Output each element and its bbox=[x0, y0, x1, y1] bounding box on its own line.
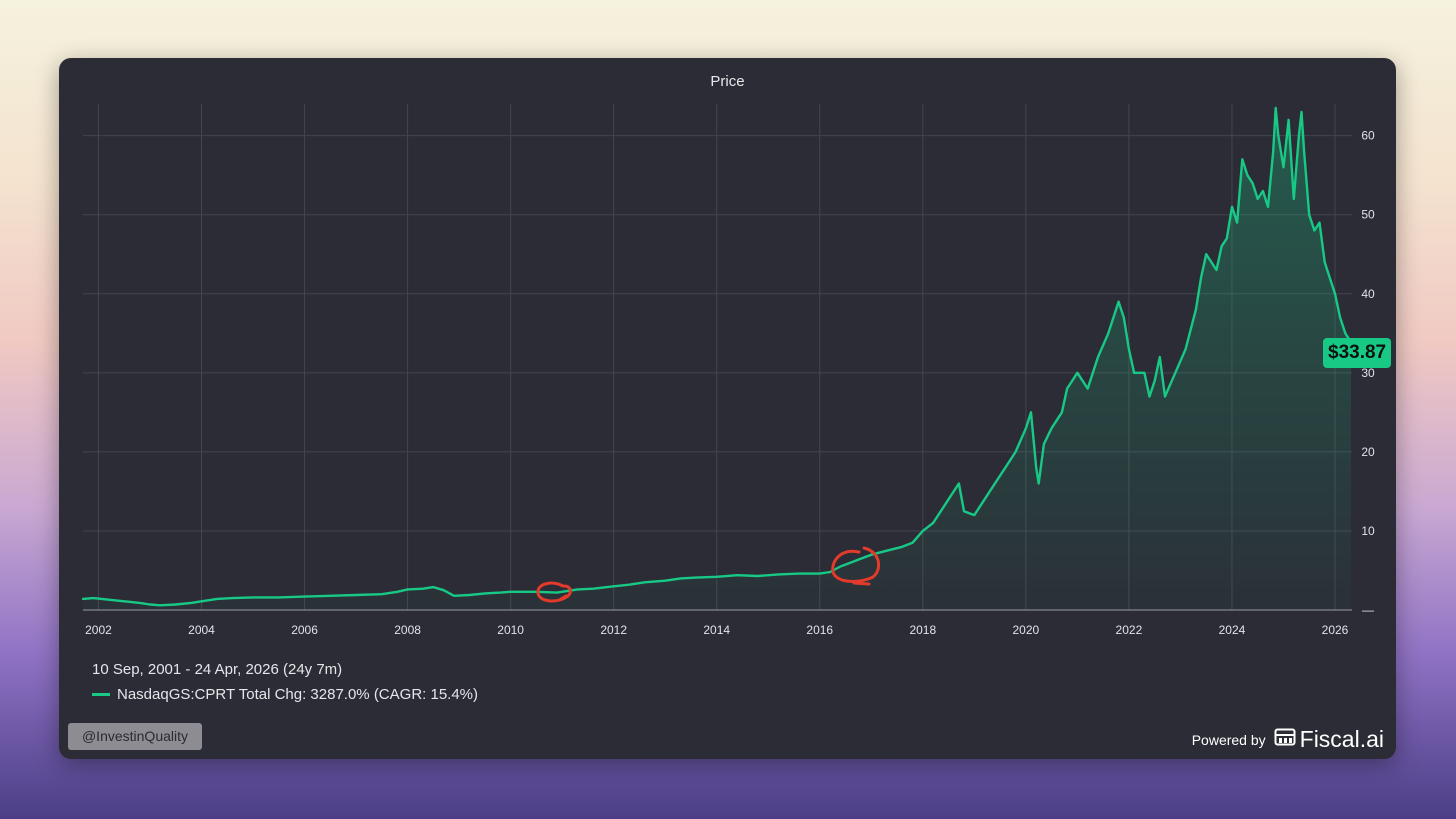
fiscal-logo-icon bbox=[1274, 728, 1296, 751]
chart-title: Price bbox=[710, 73, 745, 90]
annotation-circle-2016 bbox=[831, 546, 881, 586]
x-tick-label: 2012 bbox=[600, 623, 627, 637]
x-tick-label: 2010 bbox=[497, 623, 524, 637]
legend-swatch bbox=[92, 693, 110, 696]
y-tick-label: 60 bbox=[1361, 129, 1375, 143]
legend-label: NasdaqGS:CPRT Total Chg: 3287.0% (CAGR: … bbox=[117, 686, 479, 703]
price-chart: 2002 2004 2006 2008 2010 2012 2014 2016 2018 2020… bbox=[81, 104, 1375, 637]
price-series-line bbox=[81, 106, 1353, 607]
x-tick-label: 2006 bbox=[291, 623, 318, 637]
y-tick-label: — bbox=[1362, 603, 1374, 617]
x-tick-label: 2020 bbox=[1013, 623, 1040, 637]
x-tick-label: 2018 bbox=[909, 623, 936, 637]
last-price-badge: $33.87 bbox=[1323, 338, 1392, 368]
x-tick-label: 2024 bbox=[1219, 623, 1246, 637]
x-tick-label: 2002 bbox=[85, 623, 112, 637]
x-tick-label: 2022 bbox=[1116, 623, 1143, 637]
x-tick-label: 2016 bbox=[806, 623, 833, 637]
x-tick-label: 2008 bbox=[394, 623, 421, 637]
x-tick-label: 2004 bbox=[188, 623, 215, 637]
date-range: 10 Sep, 2001 - 24 Apr, 2026 (24y 7m) bbox=[92, 661, 343, 678]
annotation-circle-2010 bbox=[536, 581, 573, 603]
y-tick-label: 10 bbox=[1361, 524, 1375, 538]
y-tick-label: 20 bbox=[1361, 445, 1375, 459]
price-area-fill bbox=[83, 108, 1351, 610]
powered-by[interactable]: Powered by Fiscal.ai bbox=[1192, 726, 1384, 753]
x-tick-label: 2014 bbox=[703, 623, 730, 637]
powered-by-label: Powered by bbox=[1191, 731, 1266, 748]
y-tick-label: 40 bbox=[1361, 287, 1375, 301]
legend[interactable]: NasdaqGS:CPRT Total Chg: 3287.0% (CAGR: … bbox=[92, 686, 478, 703]
author-handle: @InvestinQuality bbox=[68, 723, 202, 750]
y-tick-label: 50 bbox=[1361, 208, 1375, 222]
brand-name: Fiscal.ai bbox=[1299, 726, 1384, 752]
chart-card: Price 2002 2004 2006 2008 2010 2012 2014 2016 20… bbox=[59, 58, 1396, 759]
x-tick-label: 2026 bbox=[1322, 623, 1349, 637]
y-tick-label: 30 bbox=[1361, 366, 1375, 380]
